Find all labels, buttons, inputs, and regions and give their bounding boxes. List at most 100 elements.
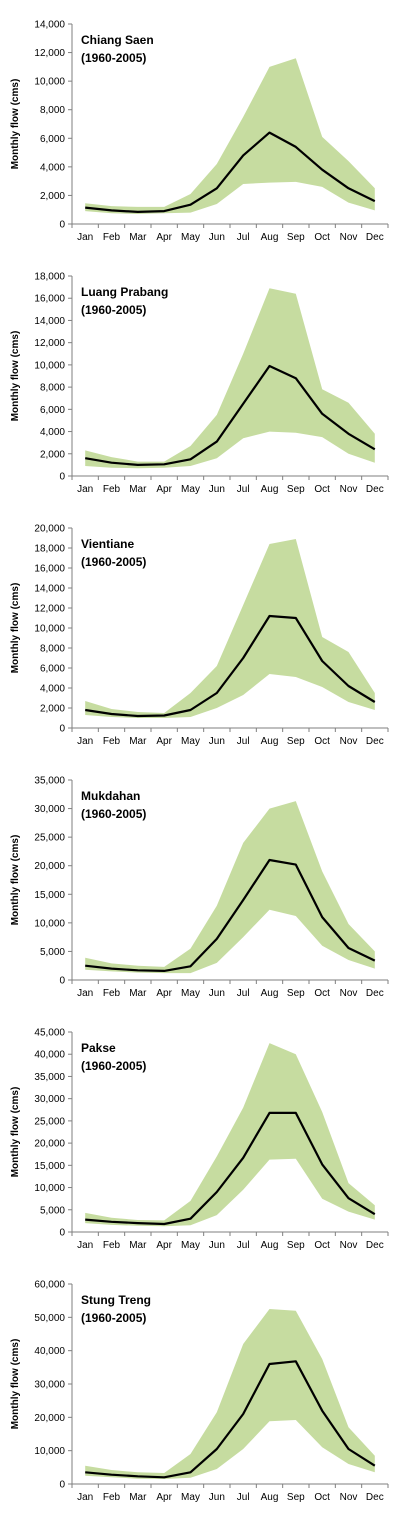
x-tick-label: Oct [314, 736, 330, 747]
y-tick-label: 15,000 [34, 890, 65, 901]
x-tick-label: Oct [314, 1240, 330, 1251]
period-label: (1960-2005) [81, 1059, 146, 1073]
x-tick-label: Sep [287, 1240, 305, 1251]
station-name: Vientiane [81, 537, 134, 551]
x-tick-label: Jul [237, 1240, 250, 1251]
y-tick-label: 50,000 [34, 1313, 65, 1324]
station-name: Chiang Saen [81, 33, 154, 47]
y-tick-label: 20,000 [34, 524, 65, 535]
x-tick-label: Aug [261, 1240, 279, 1251]
y-tick-label: 5,000 [40, 947, 65, 958]
y-tick-label: 6,000 [40, 405, 65, 416]
y-tick-label: 30,000 [34, 804, 65, 815]
x-tick-label: Jun [209, 1240, 225, 1251]
station-name: Pakse [81, 1041, 116, 1055]
x-tick-label: May [181, 988, 200, 999]
x-tick-label: Oct [314, 232, 330, 243]
chart-2: 0 2,000 4,000 6,000 8,000 10,000 12,000 14,000 1… [10, 272, 389, 495]
y-tick-label: 10,000 [34, 360, 65, 371]
mean-flow-line [85, 614, 376, 718]
x-tick-label: Apr [156, 1240, 172, 1251]
x-tick-label: Feb [103, 736, 121, 747]
x-tick-label: Apr [156, 988, 172, 999]
y-tick-label: 0 [59, 976, 65, 987]
x-tick-label: Jul [237, 1492, 250, 1503]
x-tick-label: Mar [129, 232, 147, 243]
y-tick-label: 20,000 [34, 1413, 65, 1424]
y-axis-label: Monthly flow (cms) [10, 1339, 21, 1430]
x-tick-label: Feb [103, 1492, 121, 1503]
x-tick-label: Jan [77, 232, 93, 243]
y-tick-label: 6,000 [40, 664, 65, 675]
y-tick-label: 5,000 [40, 1205, 65, 1216]
x-tick-label: Jun [209, 988, 225, 999]
y-tick-label: 0 [59, 472, 65, 483]
x-tick-label: Aug [261, 1492, 279, 1503]
x-tick-label: Mar [129, 736, 147, 747]
y-tick-label: 12,000 [34, 604, 65, 615]
x-tick-label: Jun [209, 1492, 225, 1503]
y-tick-label: 25,000 [34, 1116, 65, 1127]
x-tick-label: May [181, 736, 200, 747]
y-tick-label: 16,000 [34, 564, 65, 575]
y-tick-label: 35,000 [34, 776, 65, 787]
y-tick-label: 12,000 [34, 338, 65, 349]
y-tick-label: 40,000 [34, 1050, 65, 1061]
x-tick-label: May [181, 1492, 200, 1503]
station-name: Mukdahan [81, 789, 140, 803]
y-tick-label: 2,000 [40, 449, 65, 460]
x-tick-label: Nov [340, 484, 358, 495]
chart-5: 0 5,000 10,000 15,000 20,000 25,000 30,000 35,0… [10, 1028, 389, 1251]
x-tick-label: Mar [129, 484, 147, 495]
mean-flow-line [85, 364, 376, 466]
y-tick-label: 0 [59, 1480, 65, 1491]
y-tick-label: 10,000 [34, 1446, 65, 1457]
period-label: (1960-2005) [81, 303, 146, 317]
x-tick-label: Aug [261, 484, 279, 495]
y-tick-label: 40,000 [34, 1346, 65, 1357]
chart-1: 0 2,000 4,000 6,000 8,000 10,000 12,000 14,000 J… [10, 20, 389, 243]
x-tick-label: Jan [77, 484, 93, 495]
chart-6: 0 10,000 20,000 30,000 40,000 50,000 60,000 Jan… [10, 1280, 389, 1503]
y-tick-label: 8,000 [40, 105, 65, 116]
x-tick-label: Feb [103, 988, 121, 999]
y-tick-label: 8,000 [40, 644, 65, 655]
x-tick-label: Feb [103, 484, 121, 495]
x-tick-label: Mar [129, 988, 147, 999]
y-axis-label: Monthly flow (cms) [10, 79, 21, 170]
x-tick-label: Sep [287, 1492, 305, 1503]
y-tick-label: 10,000 [34, 624, 65, 635]
x-tick-label: Apr [156, 1492, 172, 1503]
y-tick-label: 14,000 [34, 584, 65, 595]
mean-flow-line [85, 1360, 376, 1479]
period-label: (1960-2005) [81, 51, 146, 65]
y-tick-label: 16,000 [34, 294, 65, 305]
x-tick-label: Jan [77, 736, 93, 747]
x-tick-label: Sep [287, 736, 305, 747]
period-label: (1960-2005) [81, 1311, 146, 1325]
x-tick-label: Nov [340, 1240, 358, 1251]
x-tick-label: Apr [156, 484, 172, 495]
y-tick-label: 14,000 [34, 316, 65, 327]
x-tick-label: Dec [366, 736, 384, 747]
x-tick-label: Oct [314, 988, 330, 999]
period-label: (1960-2005) [81, 555, 146, 569]
x-tick-label: Feb [103, 232, 121, 243]
y-tick-label: 18,000 [34, 544, 65, 555]
x-tick-label: Jan [77, 1240, 93, 1251]
y-tick-label: 2,000 [40, 704, 65, 715]
y-tick-label: 10,000 [34, 918, 65, 929]
y-tick-label: 0 [59, 724, 65, 735]
y-axis-label: Monthly flow (cms) [10, 331, 21, 422]
x-tick-label: Sep [287, 484, 305, 495]
y-axis-label: Monthly flow (cms) [10, 1087, 21, 1178]
y-axis-label: Monthly flow (cms) [10, 583, 21, 674]
range-band [85, 288, 375, 469]
mean-flow-line [85, 131, 376, 213]
y-tick-label: 60,000 [34, 1280, 65, 1291]
chart-4: 0 5,000 10,000 15,000 20,000 25,000 30,000 35,0… [10, 776, 389, 999]
x-tick-label: Aug [261, 988, 279, 999]
y-tick-label: 8,000 [40, 383, 65, 394]
y-tick-label: 4,000 [40, 162, 65, 173]
